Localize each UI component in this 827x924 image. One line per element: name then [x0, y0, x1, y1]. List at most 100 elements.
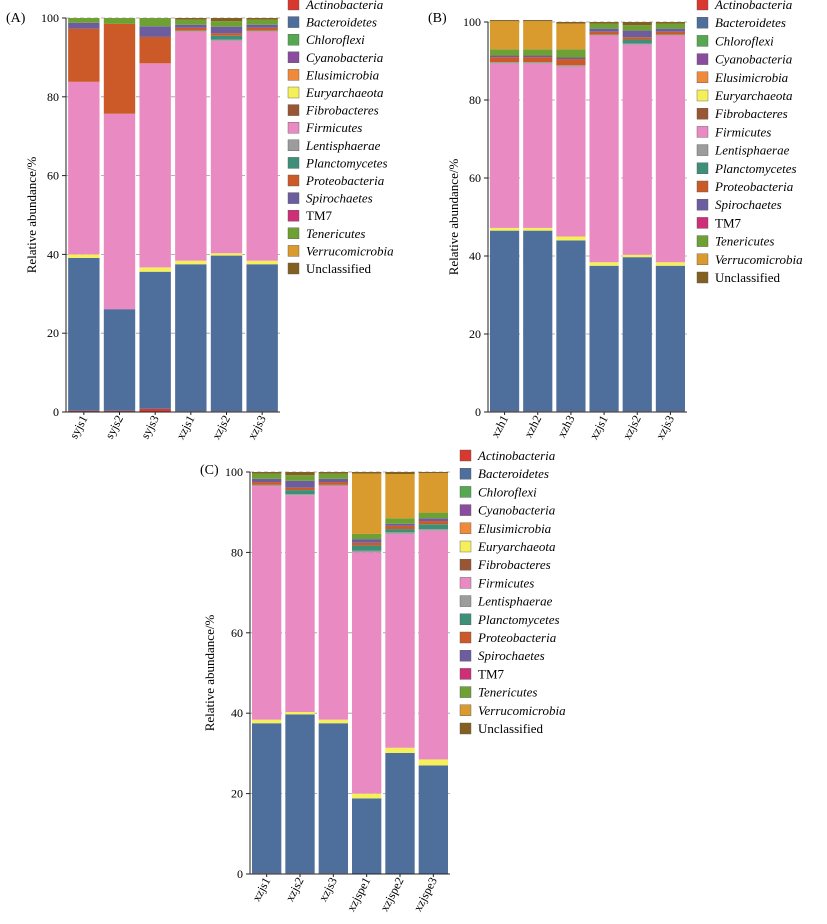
- bar-segment-proteobacteria: [103, 23, 136, 114]
- legend-item: Fibrobacteres: [287, 103, 379, 118]
- legend-label: TM7: [306, 208, 333, 223]
- bar-segment-planctomycetes: [210, 35, 243, 40]
- legend-label: Cyanobacteria: [715, 52, 793, 67]
- bar-segment-proteobacteria: [246, 27, 278, 31]
- bar-segment-bacteroidetes: [589, 265, 619, 412]
- bar-segment-spirochaetes: [622, 30, 652, 38]
- legend-label: Spirochaetes: [306, 191, 373, 206]
- legend-swatch: [696, 107, 709, 120]
- bar-segment-bacteroidetes: [523, 230, 553, 412]
- y-tick-label: 100: [225, 465, 243, 479]
- bar-segment-tenericutes: [139, 18, 171, 27]
- legend-swatch: [459, 577, 472, 589]
- legend-swatch: [287, 192, 300, 204]
- x-tick-label: xzh2: [521, 413, 544, 440]
- legend-label: Actinobacteria: [477, 448, 556, 463]
- bar-segment-euryarchaeota: [139, 267, 171, 272]
- legend-swatch: [696, 89, 709, 102]
- bar-segment-tenericutes: [246, 19, 278, 25]
- legend-label: Unclassified: [306, 261, 371, 276]
- legend-label: Lentisphaerae: [714, 143, 790, 158]
- bar-segment-lentisphaerae: [655, 34, 686, 36]
- bar-segment-unclassified: [489, 20, 520, 22]
- legend-item: Bacteroidetes: [696, 15, 786, 30]
- bar-segment-planctomycetes: [352, 545, 382, 551]
- bar-segment-euryarchaeota: [589, 262, 619, 266]
- legend-label: Bacteroidetes: [478, 466, 549, 481]
- bar-segment-lentisphaerae: [589, 34, 619, 36]
- bar-segment-proteobacteria: [139, 36, 171, 64]
- x-tick-label: xzjs1: [173, 413, 197, 442]
- bar-segment-unclassified: [210, 18, 243, 22]
- bar-segment-bacteroidetes: [103, 309, 136, 411]
- bar-segment-spirochaetes: [385, 523, 415, 526]
- legend-item: Firmicutes: [287, 120, 362, 135]
- legend-label: Unclassified: [478, 721, 543, 736]
- legend-swatch: [287, 209, 300, 222]
- x-tick-label: syjs1: [67, 413, 91, 441]
- bar-segment-proteobacteria: [523, 57, 553, 63]
- bar-segment-bacteroidetes: [556, 240, 586, 412]
- x-tick-label: xzjspe1: [344, 875, 374, 914]
- legend-swatch: [696, 253, 709, 266]
- bar-segment-unclassified: [175, 18, 207, 20]
- bar-segment-proteobacteria: [68, 28, 100, 82]
- bar-segment-euryarchaeota: [175, 260, 207, 265]
- bar-segment-bacteroidetes: [246, 264, 278, 412]
- chart-panel-2: (C) xzjs1 xzjs2 xzjs3 xzjspe1 xzjspe2 xzjspe3 0…: [200, 448, 566, 914]
- y-tick-label: 0: [237, 867, 243, 881]
- bar-segment-spirochaetes: [68, 22, 100, 29]
- bar-segment-bacteroidetes: [622, 257, 652, 412]
- legend-label: Planctomycetes: [714, 161, 797, 176]
- legend-label: Planctomycetes: [477, 612, 560, 627]
- bar-segment-verrucomicrobia: [385, 474, 415, 519]
- bar-segment-proteobacteria: [385, 525, 415, 530]
- bar-segment-unclassified: [385, 472, 415, 475]
- legend-item: Fibrobacteres: [696, 106, 788, 121]
- bar-segment-verrucomicrobia: [523, 21, 553, 50]
- bar-segment-unclassified: [556, 22, 586, 24]
- legend-swatch: [287, 245, 300, 257]
- y-tick-label: 100: [463, 15, 481, 29]
- panel-label: (B): [428, 11, 447, 26]
- bar-segment-lentisphaerae: [352, 550, 382, 553]
- bar-segment-proteobacteria: [252, 482, 282, 485]
- bar-segment-proteobacteria: [655, 31, 686, 35]
- legend-label: Chloroflexi: [306, 32, 365, 47]
- x-tick-label: xzjspe3: [410, 875, 440, 914]
- bar-segment-unclassified: [418, 472, 448, 474]
- bar-segment-tenericutes: [68, 18, 100, 23]
- legend-label: Proteobacteria: [714, 179, 794, 194]
- bar-segment-lentisphaerae: [418, 529, 448, 531]
- y-tick-label: 60: [47, 169, 59, 183]
- bar-segment-euryarchaeota: [246, 260, 278, 265]
- legend-item: Tenericutes: [287, 226, 365, 241]
- bar-segment-firmicutes: [139, 63, 171, 268]
- legend-item: Tenericutes: [459, 685, 537, 700]
- y-tick-label: 100: [41, 11, 59, 25]
- panel-label: (A): [6, 11, 26, 26]
- bar-segment-euryarchaeota: [556, 236, 586, 241]
- legend-label: Elusimicrobia: [714, 70, 789, 85]
- bar-segment-planctomycetes: [622, 39, 652, 44]
- bar-segment-firmicutes: [556, 66, 586, 237]
- x-tick-label: xzjs2: [282, 875, 306, 904]
- bar-segment-actinobacteria: [68, 410, 100, 412]
- bar-segment-proteobacteria: [556, 59, 586, 66]
- bar-segment-lentisphaerae: [385, 532, 415, 534]
- legend-label: Cyanobacteria: [478, 503, 556, 518]
- legend-label: Firmicutes: [714, 124, 771, 139]
- bar-segment-bacteroidetes: [418, 765, 448, 874]
- bar-segment-firmicutes: [622, 44, 652, 255]
- bar-segment-firmicutes: [210, 40, 243, 254]
- legend-item: Actinobacteria: [287, 0, 384, 12]
- y-tick-label: 40: [47, 247, 59, 261]
- x-tick-label: syjs2: [102, 413, 126, 441]
- bar-segment-tenericutes: [210, 21, 243, 27]
- bar-segment-actinobacteria: [103, 410, 136, 412]
- y-tick-label: 80: [231, 545, 243, 559]
- legend-label: Chloroflexi: [715, 33, 774, 48]
- bar-segment-proteobacteria: [175, 27, 207, 31]
- bar-segment-tenericutes: [175, 19, 207, 25]
- bar-segment-tenericutes: [489, 49, 520, 56]
